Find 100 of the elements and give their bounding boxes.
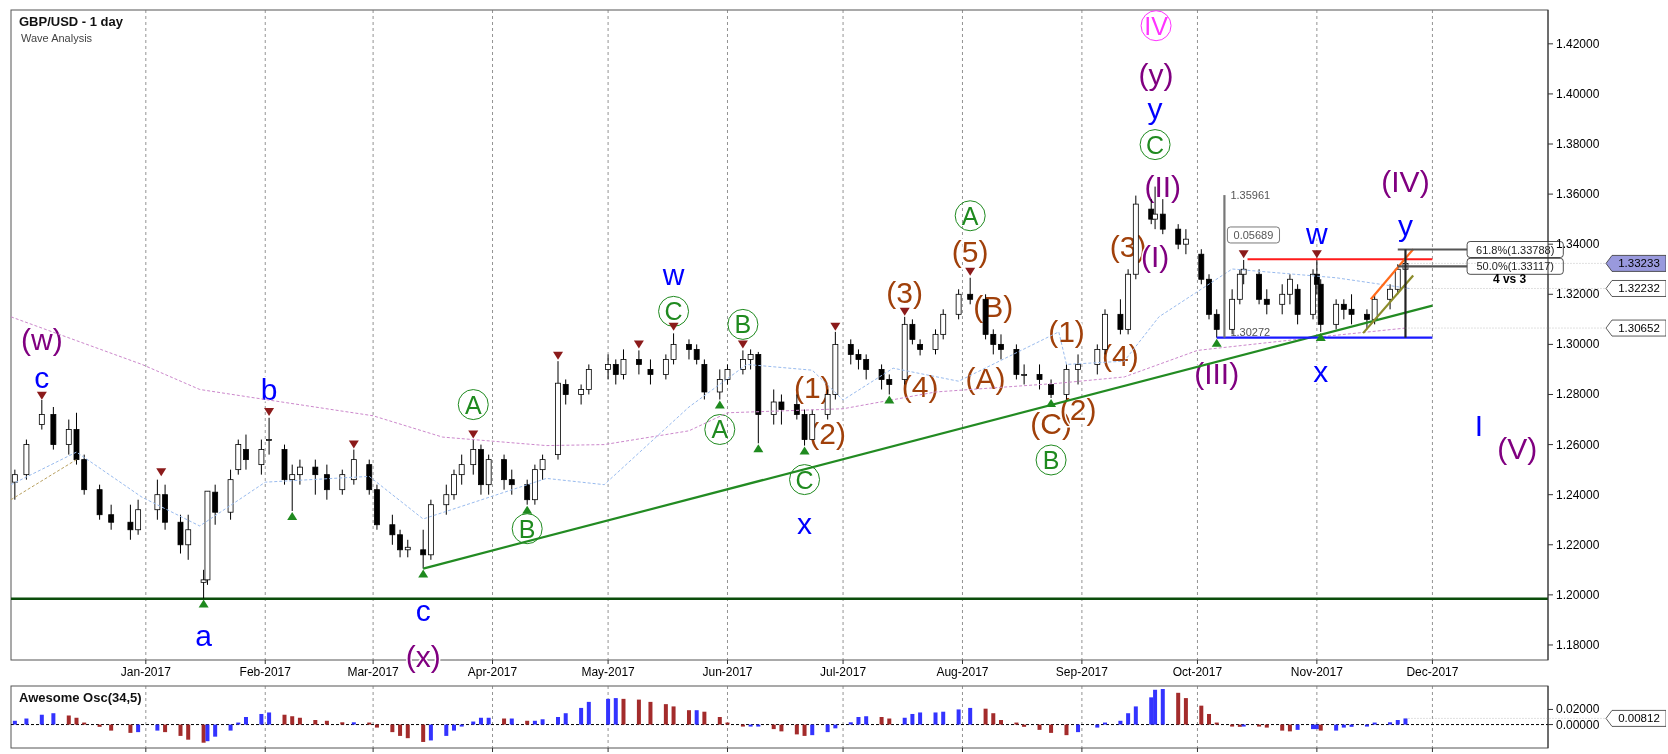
annotation: A xyxy=(711,415,729,444)
bar xyxy=(471,721,476,725)
point xyxy=(553,351,563,360)
annotation: 1.33233 xyxy=(1618,257,1660,270)
candlestick xyxy=(451,469,457,501)
y-tick-label: 1.22000 xyxy=(1556,537,1600,552)
annotation: (1) xyxy=(1048,315,1085,349)
annotation: 1.30272 xyxy=(1230,325,1271,338)
bar xyxy=(671,706,676,725)
point xyxy=(522,505,533,514)
bar xyxy=(802,724,807,736)
annotation: w xyxy=(661,258,685,292)
chart-title: Awesome Osc(34,5) xyxy=(19,690,142,705)
candlestick xyxy=(1094,343,1101,375)
bar xyxy=(1183,698,1188,725)
x-tick-label: Oct-2017 xyxy=(1172,665,1223,679)
annotation: 1.30652 xyxy=(1618,322,1660,335)
bar xyxy=(1118,720,1123,725)
bar xyxy=(540,719,545,725)
bar xyxy=(725,722,730,725)
bar xyxy=(367,722,372,725)
candlestick xyxy=(1333,298,1340,330)
bar xyxy=(1280,724,1285,731)
x-tick-label: Apr-2017 xyxy=(467,665,518,679)
bar xyxy=(532,720,537,725)
bar xyxy=(694,710,699,725)
point xyxy=(753,444,764,453)
y-tick-label: 1.30000 xyxy=(1556,337,1600,352)
bar xyxy=(918,712,923,725)
bar xyxy=(1295,724,1300,730)
bar xyxy=(109,724,114,731)
bar xyxy=(478,717,483,725)
bar xyxy=(648,701,653,725)
bar xyxy=(290,716,295,725)
annotation: C xyxy=(795,465,814,494)
annotation: 50.0%(1.33117) xyxy=(1476,260,1554,273)
bar xyxy=(486,717,491,725)
annotation: B xyxy=(734,310,752,339)
candlestick xyxy=(693,343,700,365)
candlestick xyxy=(1263,288,1270,315)
bar xyxy=(1334,724,1339,731)
bar xyxy=(374,724,379,728)
bar xyxy=(51,713,56,725)
bar xyxy=(1095,724,1100,728)
point xyxy=(198,599,209,608)
bar xyxy=(1126,713,1131,725)
bar xyxy=(902,717,907,725)
candlestick xyxy=(955,288,962,320)
bar xyxy=(756,724,761,727)
point xyxy=(348,440,359,449)
bar xyxy=(428,724,433,741)
annotation: y xyxy=(1147,91,1163,125)
x-tick-label: Jun-2017 xyxy=(702,665,753,679)
bar xyxy=(794,724,799,735)
bar xyxy=(163,724,168,733)
point xyxy=(156,468,167,477)
bar xyxy=(1364,724,1369,727)
candlestick xyxy=(297,459,303,486)
candlestick xyxy=(917,338,923,356)
bar xyxy=(1241,724,1246,727)
text: Wave Analysis xyxy=(21,32,93,44)
y-tick-label: 1.38000 xyxy=(1556,137,1600,152)
x-tick-label: Jan-2017 xyxy=(120,665,172,679)
y-tick-label: 1.18000 xyxy=(1556,637,1600,652)
bar xyxy=(1153,689,1158,725)
bar xyxy=(243,717,248,725)
annotation: b xyxy=(260,372,278,406)
bar xyxy=(563,713,568,725)
annotation: 1.32232 xyxy=(1618,282,1660,295)
bar xyxy=(39,714,44,725)
annotation: (4) xyxy=(901,370,939,404)
bar xyxy=(1372,722,1377,725)
bar xyxy=(405,724,410,739)
candlestick xyxy=(1279,283,1286,315)
bar xyxy=(663,704,668,725)
y-tick-label: 1.24000 xyxy=(1556,487,1600,502)
candlestick xyxy=(508,469,515,496)
point xyxy=(1315,332,1326,341)
annotation: C xyxy=(1146,130,1165,159)
candlestick xyxy=(605,353,611,380)
bar xyxy=(1264,724,1269,728)
point xyxy=(1046,399,1057,408)
candlestick xyxy=(458,454,465,486)
bar xyxy=(390,724,395,733)
bar xyxy=(66,715,71,725)
candlestick xyxy=(1213,308,1220,339)
point xyxy=(1311,250,1322,259)
candlestick xyxy=(1036,363,1043,390)
bar xyxy=(340,722,345,725)
point xyxy=(1211,338,1222,347)
price-tag: 1.30652 xyxy=(1405,319,1666,337)
bar xyxy=(702,711,707,725)
point xyxy=(799,446,810,455)
candlestick xyxy=(339,469,346,496)
bar xyxy=(910,713,915,725)
annotation: 0.05689 xyxy=(1233,228,1274,241)
point xyxy=(287,511,298,520)
candlestick xyxy=(524,479,531,506)
annotation: IV xyxy=(1144,11,1169,40)
bar xyxy=(444,724,449,736)
